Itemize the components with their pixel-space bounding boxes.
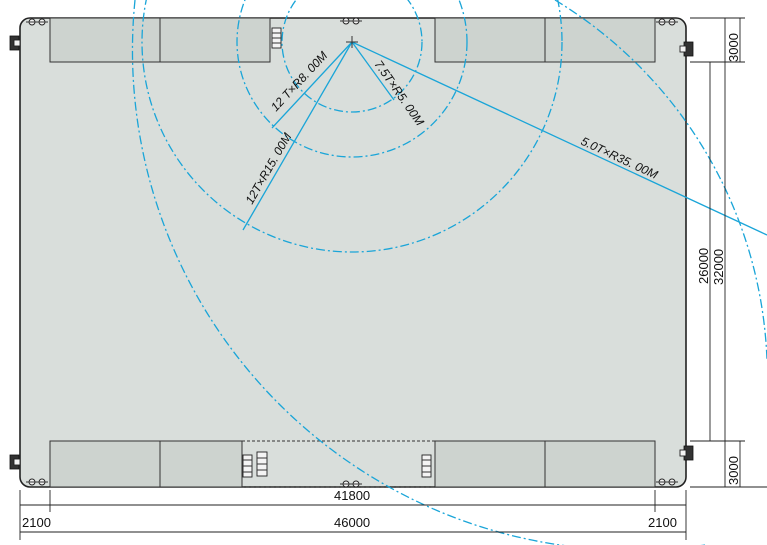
- top-right-blocks: [434, 17, 656, 63]
- dim-bottom-band: 3000: [726, 456, 741, 485]
- block-bottom-right-1: [434, 440, 546, 488]
- gate-icon-top-left: [9, 35, 21, 51]
- vertical-dimensions: 3000 26000 32000 3000: [690, 17, 767, 488]
- anchor-icon-top-left: [26, 18, 48, 26]
- ladder-icon-bottom-2: [256, 451, 268, 477]
- dim-total-width: 46000: [334, 515, 370, 530]
- crane-arc-r35: [131, 0, 705, 545]
- gate-icon-top-right: [679, 41, 694, 57]
- ladder-icon-bottom-3: [421, 454, 432, 478]
- ladder-icon-top: [271, 27, 282, 49]
- block-bottom-right-2: [544, 440, 656, 488]
- block-top-right-2: [544, 17, 656, 63]
- dim-top-band: 3000: [726, 33, 741, 62]
- crane-arc-r35-right: [554, 0, 767, 361]
- radius-line-r8: [271, 41, 353, 129]
- dim-inner-width: 41800: [334, 488, 370, 503]
- dim-left-margin: 2100: [22, 515, 51, 530]
- anchor-icon-bottom-right: [656, 478, 678, 486]
- crane-pivot-icon: [346, 36, 358, 48]
- crane-reach-circles: [131, 0, 767, 545]
- horizontal-dimensions: 41800 2100 46000 2100: [19, 488, 687, 540]
- top-left-blocks: [49, 17, 271, 63]
- crane-circle-r8: [236, 0, 468, 158]
- anchor-icon-bottom-center: [340, 480, 362, 488]
- anchor-icon-bottom-left: [26, 478, 48, 486]
- crane-radius-lines: [242, 41, 767, 236]
- anchor-icon-top-right: [656, 18, 678, 26]
- radius-line-r35: [351, 41, 767, 236]
- bottom-right-blocks: [434, 440, 656, 488]
- block-bottom-left-1: [49, 440, 161, 488]
- block-bottom-left-2: [159, 440, 243, 488]
- ladder-icon-bottom-1: [242, 454, 253, 478]
- dim-right-margin: 2100: [648, 515, 677, 530]
- crane-circle-r5: [281, 0, 423, 113]
- bottom-left-blocks: [49, 440, 243, 488]
- radius-line-r15: [242, 41, 353, 231]
- anchor-icon-top-center: [340, 17, 362, 25]
- block-top-left-2: [159, 17, 271, 63]
- dim-total-height: 32000: [711, 249, 726, 285]
- radius-line-r5: [351, 41, 395, 101]
- dim-middle-span: 26000: [696, 248, 711, 284]
- gate-icon-bottom-left: [9, 454, 21, 470]
- crane-circle-r15: [141, 0, 563, 253]
- gate-icon-bottom-right: [679, 445, 694, 461]
- block-top-right-1: [434, 17, 546, 63]
- block-top-left-1: [49, 17, 161, 63]
